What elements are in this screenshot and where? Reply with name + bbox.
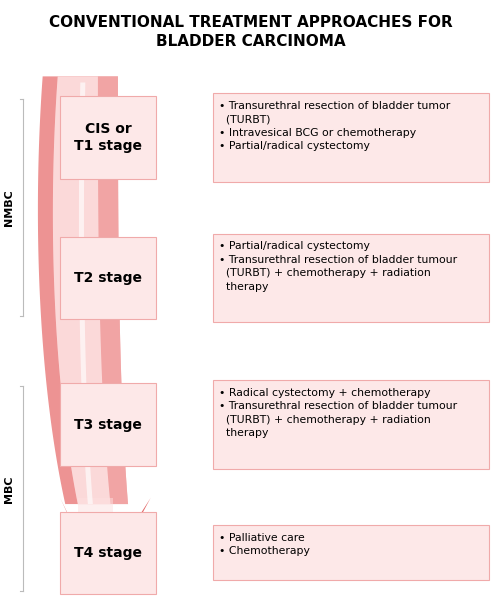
Text: CONVENTIONAL TREATMENT APPROACHES FOR
BLADDER CARCINOMA: CONVENTIONAL TREATMENT APPROACHES FOR BL… bbox=[49, 15, 452, 49]
Text: T2 stage: T2 stage bbox=[74, 271, 142, 285]
Polygon shape bbox=[53, 76, 110, 504]
Text: • Palliative care
• Chemotherapy: • Palliative care • Chemotherapy bbox=[219, 533, 310, 557]
FancyBboxPatch shape bbox=[60, 384, 155, 466]
Text: • Transurethral resection of bladder tumor
  (TURBT)
• Intravesical BCG or chemo: • Transurethral resection of bladder tum… bbox=[219, 100, 450, 152]
Polygon shape bbox=[38, 76, 128, 504]
FancyBboxPatch shape bbox=[213, 380, 488, 469]
Polygon shape bbox=[53, 76, 128, 504]
Polygon shape bbox=[78, 498, 113, 522]
Text: CIS or
T1 stage: CIS or T1 stage bbox=[74, 122, 142, 153]
Text: T4 stage: T4 stage bbox=[74, 546, 142, 560]
FancyBboxPatch shape bbox=[213, 93, 488, 182]
Text: MBC: MBC bbox=[4, 475, 14, 503]
FancyBboxPatch shape bbox=[60, 96, 155, 178]
Text: T3 stage: T3 stage bbox=[74, 418, 142, 431]
FancyBboxPatch shape bbox=[213, 233, 488, 323]
FancyBboxPatch shape bbox=[60, 511, 155, 594]
Text: • Partial/radical cystectomy
• Transurethral resection of bladder tumour
  (TURB: • Partial/radical cystectomy • Transuret… bbox=[219, 241, 456, 292]
Polygon shape bbox=[79, 82, 93, 504]
Polygon shape bbox=[60, 498, 150, 587]
FancyBboxPatch shape bbox=[60, 236, 155, 319]
FancyBboxPatch shape bbox=[213, 525, 488, 580]
Text: NMBC: NMBC bbox=[4, 189, 14, 226]
Text: • Radical cystectomy + chemotherapy
• Transurethral resection of bladder tumour
: • Radical cystectomy + chemotherapy • Tr… bbox=[219, 388, 456, 439]
